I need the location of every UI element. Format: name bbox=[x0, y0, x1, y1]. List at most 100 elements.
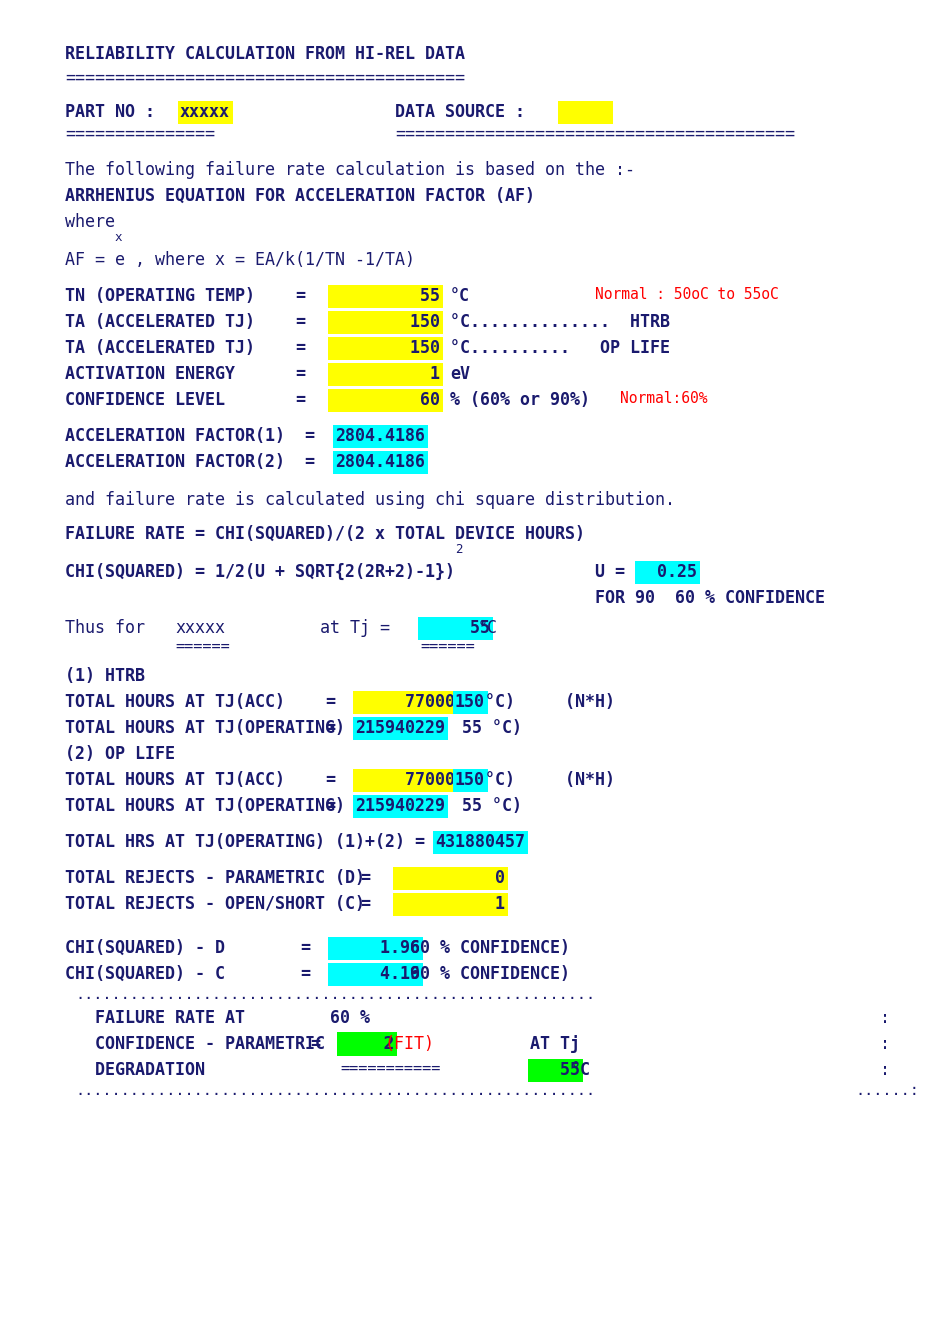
Text: where: where bbox=[65, 213, 115, 231]
Text: °C)     (N*H): °C) (N*H) bbox=[484, 693, 615, 710]
Text: :: : bbox=[879, 1009, 889, 1028]
Text: TOTAL HRS AT TJ(OPERATING) (1)+(2) =: TOTAL HRS AT TJ(OPERATING) (1)+(2) = bbox=[65, 834, 425, 851]
Text: TOTAL HOURS AT TJ(OPERATING): TOTAL HOURS AT TJ(OPERATING) bbox=[65, 797, 345, 815]
Text: xxxxx: xxxxx bbox=[179, 103, 229, 120]
Text: at Tj =: at Tj = bbox=[320, 619, 390, 637]
Text: DEGRADATION: DEGRADATION bbox=[65, 1061, 205, 1078]
Text: ========================================: ======================================== bbox=[65, 70, 464, 87]
Text: Normal:60%: Normal:60% bbox=[619, 391, 707, 405]
Text: 2: 2 bbox=[340, 1036, 394, 1053]
Text: PART NO :: PART NO : bbox=[65, 103, 165, 120]
Text: =: = bbox=[299, 939, 310, 957]
Text: TOTAL HOURS AT TJ(ACC): TOTAL HOURS AT TJ(ACC) bbox=[65, 693, 285, 710]
Text: ACCELERATION FACTOR(1)  =: ACCELERATION FACTOR(1) = bbox=[65, 427, 314, 446]
Text: eV: eV bbox=[449, 365, 469, 383]
Text: 2804.4186: 2804.4186 bbox=[334, 427, 425, 446]
Text: =: = bbox=[360, 868, 370, 887]
Text: 2804.4186: 2804.4186 bbox=[334, 454, 425, 471]
Text: 1: 1 bbox=[395, 895, 504, 913]
Text: U =: U = bbox=[595, 563, 624, 581]
Text: ======: ====== bbox=[419, 640, 474, 654]
Text: .........................................................: ........................................… bbox=[75, 987, 595, 1002]
Text: 77000: 77000 bbox=[355, 771, 454, 789]
Text: DATA SOURCE :: DATA SOURCE : bbox=[395, 103, 534, 120]
Text: °C: °C bbox=[570, 1061, 590, 1078]
Text: 215940229: 215940229 bbox=[355, 719, 445, 737]
Text: CONFIDENCE LEVEL: CONFIDENCE LEVEL bbox=[65, 391, 225, 409]
Text: 431880457: 431880457 bbox=[434, 834, 525, 851]
Text: FAILURE RATE AT: FAILURE RATE AT bbox=[65, 1009, 244, 1028]
Text: 150: 150 bbox=[329, 313, 440, 330]
Text: AT Tj: AT Tj bbox=[530, 1036, 580, 1053]
Text: 0.25: 0.25 bbox=[636, 563, 697, 581]
Text: CHI(SQUARED) - D: CHI(SQUARED) - D bbox=[65, 939, 225, 957]
Text: (FIT): (FIT) bbox=[384, 1036, 434, 1053]
Text: xxxxx: xxxxx bbox=[175, 619, 225, 637]
Text: ======: ====== bbox=[175, 640, 229, 654]
Text: =: = bbox=[295, 365, 305, 383]
Text: 60 % CONFIDENCE): 60 % CONFIDENCE) bbox=[410, 965, 569, 983]
Text: 55: 55 bbox=[329, 286, 440, 305]
Text: FOR 90  60 % CONFIDENCE: FOR 90 60 % CONFIDENCE bbox=[595, 589, 824, 607]
Text: ......:: ......: bbox=[854, 1082, 918, 1098]
Text: TOTAL HOURS AT TJ(OPERATING): TOTAL HOURS AT TJ(OPERATING) bbox=[65, 719, 345, 737]
Text: =: = bbox=[295, 391, 305, 409]
Text: =: = bbox=[295, 286, 305, 305]
Text: .........................................................: ........................................… bbox=[75, 1082, 595, 1098]
Text: % (60% or 90%): % (60% or 90%) bbox=[449, 391, 589, 409]
Text: AF = e , where x = EA/k(1/TN -1/TA): AF = e , where x = EA/k(1/TN -1/TA) bbox=[65, 252, 414, 269]
Text: (1) HTRB: (1) HTRB bbox=[65, 668, 144, 685]
Text: 55: 55 bbox=[419, 619, 490, 637]
Text: 150: 150 bbox=[454, 693, 484, 710]
Text: 4.19: 4.19 bbox=[329, 965, 419, 983]
Text: CHI(SQUARED) - C: CHI(SQUARED) - C bbox=[65, 965, 225, 983]
Text: =: = bbox=[295, 339, 305, 357]
Text: 55: 55 bbox=[530, 1061, 580, 1078]
Text: ARRHENIUS EQUATION FOR ACCELERATION FACTOR (AF): ARRHENIUS EQUATION FOR ACCELERATION FACT… bbox=[65, 187, 534, 205]
Text: =: = bbox=[299, 965, 310, 983]
Text: 1: 1 bbox=[329, 365, 440, 383]
Text: 55 °C): 55 °C) bbox=[462, 719, 521, 737]
Text: CHI(SQUARED) = 1/2(U + SQRT{2(2R+2)-1}): CHI(SQUARED) = 1/2(U + SQRT{2(2R+2)-1}) bbox=[65, 563, 454, 581]
Text: °C..............  HTRB: °C.............. HTRB bbox=[449, 313, 669, 330]
Text: ===========: =========== bbox=[340, 1061, 440, 1076]
Text: =: = bbox=[295, 313, 305, 330]
Text: x: x bbox=[115, 231, 123, 244]
Text: °C: °C bbox=[478, 619, 497, 637]
Text: 0: 0 bbox=[395, 868, 504, 887]
Text: 150: 150 bbox=[329, 339, 440, 357]
Text: =: = bbox=[325, 771, 334, 789]
Text: CONFIDENCE - PARAMETRIC: CONFIDENCE - PARAMETRIC bbox=[65, 1036, 325, 1053]
Text: 55 °C): 55 °C) bbox=[462, 797, 521, 815]
Text: 60: 60 bbox=[329, 391, 440, 409]
Text: =: = bbox=[325, 719, 334, 737]
Text: FAILURE RATE = CHI(SQUARED)/(2 x TOTAL DEVICE HOURS): FAILURE RATE = CHI(SQUARED)/(2 x TOTAL D… bbox=[65, 524, 584, 543]
Text: RELIABILITY CALCULATION FROM HI-REL DATA: RELIABILITY CALCULATION FROM HI-REL DATA bbox=[65, 45, 464, 63]
Text: :: : bbox=[879, 1036, 889, 1053]
Text: 77000: 77000 bbox=[355, 693, 454, 710]
Text: 1.96: 1.96 bbox=[329, 939, 419, 957]
Text: °C: °C bbox=[449, 286, 469, 305]
Text: ========================================: ======================================== bbox=[395, 124, 794, 143]
Text: 2: 2 bbox=[454, 543, 462, 557]
Text: =: = bbox=[360, 895, 370, 913]
Text: :: : bbox=[879, 1061, 889, 1078]
Text: TOTAL HOURS AT TJ(ACC): TOTAL HOURS AT TJ(ACC) bbox=[65, 771, 285, 789]
Text: 60 % CONFIDENCE): 60 % CONFIDENCE) bbox=[410, 939, 569, 957]
Text: 215940229: 215940229 bbox=[355, 797, 445, 815]
Text: TA (ACCELERATED TJ): TA (ACCELERATED TJ) bbox=[65, 339, 255, 357]
Text: =: = bbox=[310, 1036, 320, 1053]
Text: °C)     (N*H): °C) (N*H) bbox=[484, 771, 615, 789]
Text: Thus for: Thus for bbox=[65, 619, 144, 637]
Text: =: = bbox=[325, 693, 334, 710]
Text: ACCELERATION FACTOR(2)  =: ACCELERATION FACTOR(2) = bbox=[65, 454, 314, 471]
Text: (2) OP LIFE: (2) OP LIFE bbox=[65, 745, 175, 763]
Text: TA (ACCELERATED TJ): TA (ACCELERATED TJ) bbox=[65, 313, 255, 330]
Text: °C..........   OP LIFE: °C.......... OP LIFE bbox=[449, 339, 669, 357]
Text: TOTAL REJECTS - OPEN/SHORT (C): TOTAL REJECTS - OPEN/SHORT (C) bbox=[65, 895, 364, 913]
Text: Normal : 50oC to 55oC: Normal : 50oC to 55oC bbox=[595, 286, 778, 302]
Text: 150: 150 bbox=[454, 771, 484, 789]
Text: ACTIVATION ENERGY: ACTIVATION ENERGY bbox=[65, 365, 235, 383]
Text: ===============: =============== bbox=[65, 124, 215, 143]
Text: TOTAL REJECTS - PARAMETRIC (D): TOTAL REJECTS - PARAMETRIC (D) bbox=[65, 868, 364, 887]
